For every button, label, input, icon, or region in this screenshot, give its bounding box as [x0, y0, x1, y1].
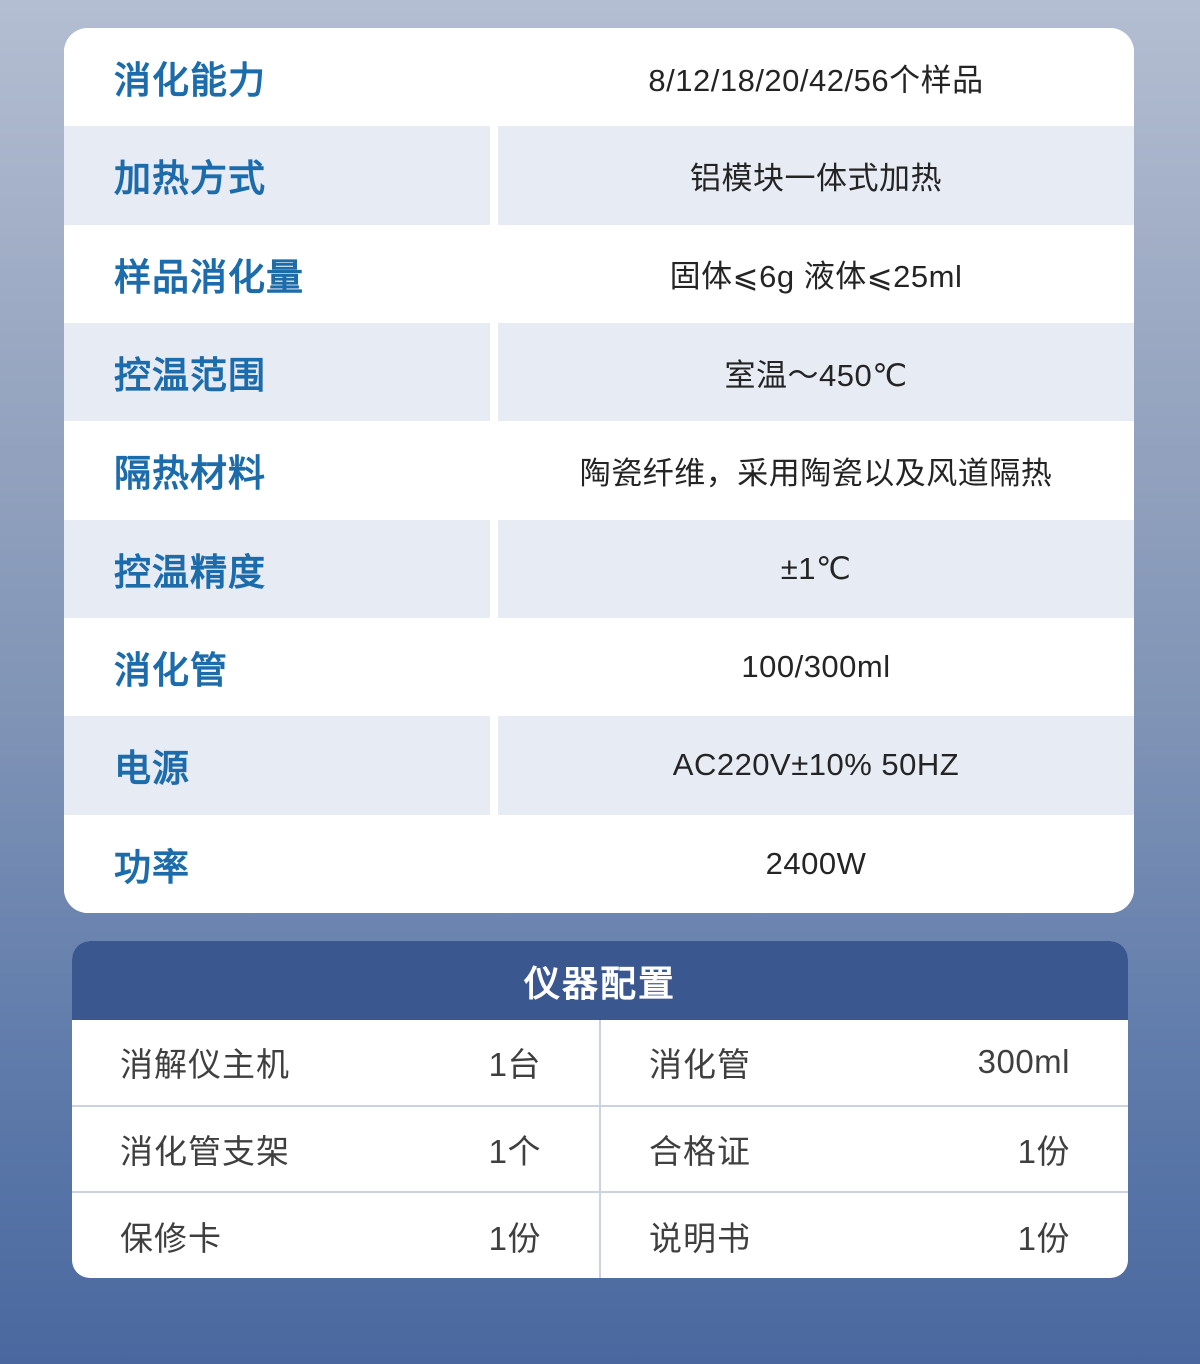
column-divider [490, 617, 498, 717]
spec-label: 电源 [64, 716, 490, 815]
spec-row: 控温精度 ±1℃ [64, 519, 1134, 618]
config-cell: 合格证 1份 [601, 1107, 1128, 1192]
column-divider [490, 322, 498, 422]
spec-row: 消化管 100/300ml [64, 617, 1134, 717]
column-divider [490, 28, 498, 127]
spec-label: 控温范围 [64, 322, 490, 422]
config-item-name: 消化管 [649, 1046, 751, 1084]
spec-value: 2400W [498, 814, 1134, 913]
column-divider [490, 126, 498, 225]
spec-table-card: 消化能力 8/12/18/20/42/56个样品 加热方式 铝模块一体式加热 样… [64, 28, 1134, 913]
config-cell: 消化管 300ml [601, 1020, 1128, 1105]
config-cell: 消解仪主机 1台 [72, 1020, 601, 1105]
spec-row: 隔热材料 陶瓷纤维，采用陶瓷以及风道隔热 [64, 421, 1134, 520]
spec-value: 室温～450℃ [498, 322, 1134, 422]
config-item-qty: 1份 [488, 1219, 541, 1257]
spec-value: 陶瓷纤维，采用陶瓷以及风道隔热 [498, 421, 1134, 520]
spec-value: 8/12/18/20/42/56个样品 [498, 28, 1134, 127]
config-cell: 说明书 1份 [601, 1193, 1128, 1278]
config-item-qty: 1份 [1017, 1219, 1070, 1257]
spec-row: 消化能力 8/12/18/20/42/56个样品 [64, 28, 1134, 127]
spec-value: AC220V±10% 50HZ [498, 716, 1134, 815]
spec-label: 隔热材料 [64, 421, 490, 520]
config-row: 消解仪主机 1台 消化管 300ml [72, 1020, 1128, 1105]
config-cell: 保修卡 1份 [72, 1193, 601, 1278]
config-card-title: 仪器配置 [72, 941, 1128, 1020]
spec-label: 控温精度 [64, 519, 490, 618]
config-item-name: 说明书 [649, 1219, 751, 1257]
spec-row: 控温范围 室温～450℃ [64, 322, 1134, 422]
spec-row: 加热方式 铝模块一体式加热 [64, 126, 1134, 225]
config-item-name: 合格证 [649, 1133, 751, 1170]
spec-row: 电源 AC220V±10% 50HZ [64, 716, 1134, 815]
config-item-qty: 1个 [488, 1133, 541, 1170]
spec-row: 样品消化量 固体⩽6g 液体⩽25ml [64, 224, 1134, 323]
column-divider [490, 814, 498, 913]
spec-label: 样品消化量 [64, 224, 490, 323]
config-cell: 消化管支架 1个 [72, 1106, 601, 1192]
config-row: 保修卡 1份 说明书 1份 [72, 1191, 1128, 1278]
column-divider [490, 519, 498, 618]
config-row: 消化管支架 1个 合格证 1份 [72, 1104, 1128, 1192]
spec-row: 功率 2400W [64, 814, 1134, 913]
column-divider [490, 224, 498, 323]
config-item-name: 消解仪主机 [120, 1046, 290, 1084]
spec-label: 加热方式 [64, 126, 490, 225]
spec-value: 固体⩽6g 液体⩽25ml [498, 224, 1134, 323]
spec-value: 铝模块一体式加热 [498, 126, 1134, 225]
column-divider [490, 421, 498, 520]
config-item-qty: 1台 [488, 1046, 541, 1084]
config-table: 消解仪主机 1台 消化管 300ml 消化管支架 1个 合格证 1份 [72, 1020, 1128, 1278]
config-item-name: 消化管支架 [120, 1133, 290, 1170]
spec-label: 功率 [64, 814, 490, 913]
spec-value: 100/300ml [498, 617, 1134, 717]
config-item-qty: 1份 [1017, 1133, 1070, 1170]
spec-value: ±1℃ [498, 519, 1134, 618]
column-divider [490, 716, 498, 815]
config-item-name: 保修卡 [120, 1219, 222, 1257]
spec-label: 消化能力 [64, 28, 490, 127]
config-card: 仪器配置 消解仪主机 1台 消化管 300ml 消化管支架 1个 合格证 [72, 941, 1128, 1278]
spec-label: 消化管 [64, 617, 490, 717]
config-item-qty: 300ml [977, 1043, 1070, 1081]
